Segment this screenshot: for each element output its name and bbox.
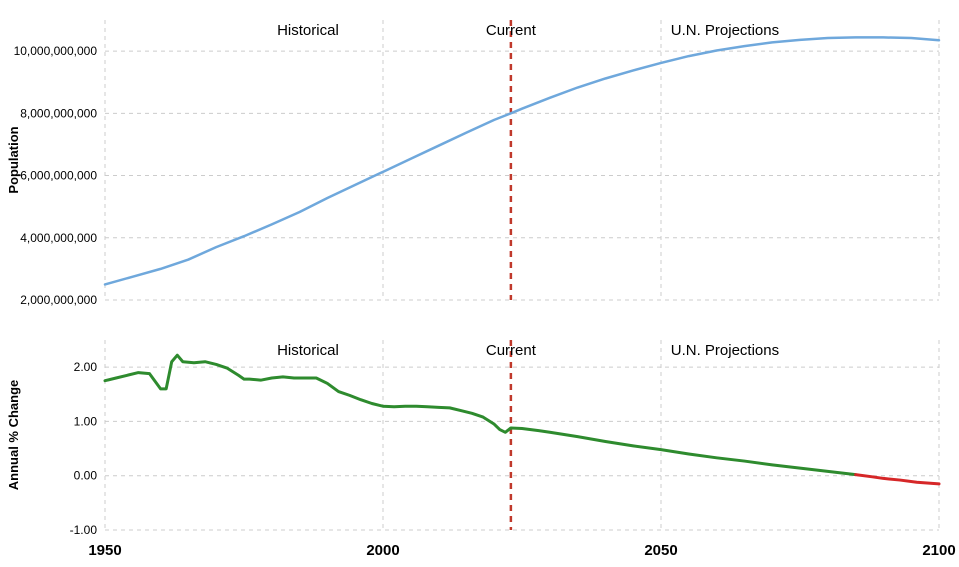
x-tick-label: 2050 — [644, 542, 677, 559]
y-tick-label: 10,000,000,000 — [14, 44, 98, 58]
y-tick-label: 0.00 — [74, 469, 98, 483]
annual-change-line-positive — [105, 355, 856, 474]
y-tick-label: 2,000,000,000 — [20, 293, 97, 307]
section-label-current: Current — [486, 22, 537, 39]
x-tick-label: 2100 — [922, 542, 955, 559]
section-label-current: Current — [486, 342, 537, 359]
y-axis-label: Annual % Change — [6, 380, 21, 491]
y-tick-label: 2.00 — [74, 360, 98, 374]
y-tick-label: 6,000,000,000 — [20, 169, 97, 183]
section-label-projections: U.N. Projections — [671, 342, 779, 359]
y-tick-label: 8,000,000,000 — [20, 106, 97, 120]
y-tick-label: 1.00 — [74, 414, 98, 428]
chart-container: 2,000,000,000 4,000,000,000 6,000,000,000 8… — [0, 0, 959, 567]
y-axis-label: Population — [6, 126, 21, 193]
x-tick-label: 1950 — [88, 542, 121, 559]
chart-svg: 2,000,000,000 4,000,000,000 6,000,000,000 8… — [0, 0, 959, 567]
y-tick-label: 4,000,000,000 — [20, 231, 97, 245]
section-label-projections: U.N. Projections — [671, 22, 779, 39]
population-line — [105, 37, 939, 284]
section-label-historical: Historical — [277, 342, 339, 359]
x-tick-label: 2000 — [366, 542, 399, 559]
section-label-historical: Historical — [277, 22, 339, 39]
y-tick-label: -1.00 — [70, 523, 98, 537]
